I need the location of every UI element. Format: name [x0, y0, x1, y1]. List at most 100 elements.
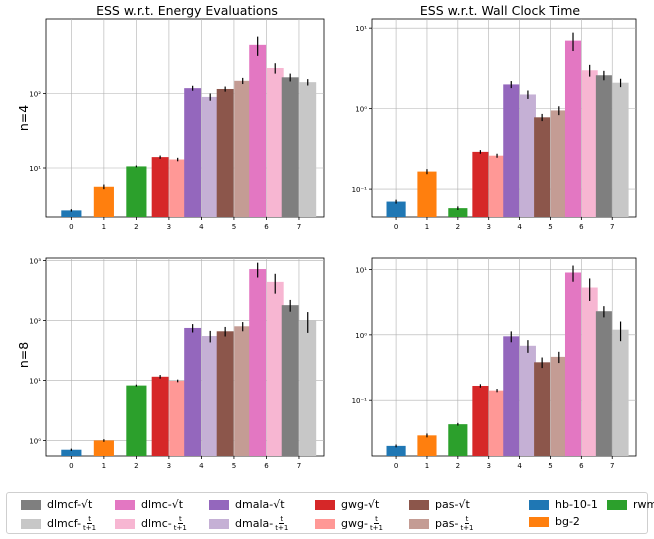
bar-dlmc_frac-6 [581, 70, 598, 218]
bar-dmala_frac-4 [519, 345, 536, 456]
x-tick-label: 2 [134, 462, 138, 470]
legend-item-dmala_sqrt: dmala- √t [209, 498, 285, 511]
chart-panel-2: 10⁰ 10¹ 10² 10³ 0 1 2 3 4 5 6 7 [29, 257, 325, 470]
bar-dmala_frac-4 [201, 96, 219, 217]
row-label-0: n=4 [16, 105, 31, 131]
bar-pas_frac-5 [234, 80, 252, 217]
legend-label: gwg-t t+1 [341, 515, 384, 532]
x-tick-label: 5 [548, 462, 552, 470]
bar-dlmc_frac-6 [581, 287, 598, 456]
bar-dmala_sqrt-4 [184, 88, 202, 217]
bar-dmala_sqrt-4 [503, 84, 520, 217]
y-tick-label: 10⁰ [29, 437, 41, 445]
bar-gwg_sqrt-3 [472, 385, 489, 456]
bar-pas_frac-5 [550, 356, 567, 456]
y-tick-label: 10¹ [355, 25, 367, 33]
legend-swatch [21, 499, 41, 510]
x-tick-label: 7 [297, 223, 301, 231]
bar-rwm-2 [448, 424, 468, 456]
bar-dlmc_sqrt-6 [564, 272, 582, 456]
chart-panel-3: 10⁻¹ 10⁰ 10¹ 0 1 2 3 4 5 6 7 [352, 257, 637, 470]
x-tick-label: 0 [69, 462, 73, 470]
x-tick-label: 4 [517, 462, 522, 470]
bar-dmala_sqrt-4 [503, 336, 520, 456]
bar-dlmc_sqrt-6 [564, 40, 582, 218]
bar-gwg_frac-3 [489, 155, 506, 217]
legend-swatch [21, 518, 41, 529]
x-tick-label: 7 [610, 462, 614, 470]
bar-dlmcf_frac-7 [612, 82, 629, 218]
x-tick-label: 7 [297, 462, 301, 470]
x-tick-label: 0 [69, 223, 73, 231]
y-tick-label: 10⁻¹ [352, 397, 368, 405]
bar-dlmcf_frac-7 [299, 82, 317, 217]
x-tick-label: 6 [264, 462, 269, 470]
bar-dlmcf_frac-7 [612, 329, 629, 456]
bar-gwg_frac-3 [489, 390, 506, 456]
bar-hb-10-1-0 [61, 210, 82, 217]
bar-gwg_sqrt-3 [472, 151, 489, 217]
legend-label: rwm [633, 498, 654, 511]
legend-label: gwg- √t [341, 498, 380, 511]
legend-label: bg-2 [555, 515, 580, 528]
bar-dlmcf_frac-7 [299, 320, 317, 456]
legend-label: dmala- √t [235, 498, 285, 511]
legend-label: dlmc-t t+1 [141, 515, 187, 532]
x-tick-label: 0 [394, 462, 398, 470]
column-title-1: ESS w.r.t. Wall Clock Time [420, 3, 581, 18]
bar-rwm-2 [126, 166, 147, 217]
x-tick-label: 5 [232, 462, 236, 470]
bar-gwg_sqrt-3 [151, 376, 169, 456]
bar-dlmcf_sqrt-7 [595, 311, 612, 456]
legend-swatch [529, 499, 549, 510]
bar-bg-2-1 [417, 171, 437, 217]
legend-label: pas- √t [435, 498, 470, 511]
bar-hb-10-1-0 [386, 201, 406, 217]
legend-swatch [115, 518, 135, 529]
y-tick-label: 10⁰ [355, 332, 367, 340]
legend-item-dlmcf_frac: dlmcf-t t+1 [21, 515, 97, 532]
bar-bg-2-1 [417, 435, 437, 456]
legend: dlmcf- √t dlmc- √t dmala- √t gwg- √t pas- √t hb-10… [6, 492, 654, 534]
bar-gwg_sqrt-3 [151, 157, 169, 217]
bar-dmala_sqrt-4 [184, 327, 202, 456]
bar-pas_frac-5 [550, 110, 567, 217]
bar-dlmc_sqrt-6 [249, 269, 267, 456]
x-tick-label: 2 [456, 223, 460, 231]
bar-dlmcf_sqrt-7 [595, 75, 612, 217]
y-tick-label: 10² [29, 317, 41, 325]
column-title-0: ESS w.r.t. Energy Evaluations [96, 3, 278, 18]
x-tick-label: 6 [264, 223, 269, 231]
x-tick-label: 0 [394, 223, 398, 231]
bar-pas_sqrt-5 [534, 117, 551, 217]
x-tick-label: 2 [456, 462, 460, 470]
x-tick-label: 7 [610, 223, 614, 231]
x-tick-label: 1 [425, 223, 429, 231]
bar-gwg_frac-3 [169, 380, 187, 456]
legend-label: hb-10-1 [555, 498, 598, 511]
x-tick-label: 3 [167, 223, 171, 231]
figure: ESS w.r.t. Energy Evaluations ESS w.r.t.… [16, 3, 637, 470]
chart-panel-0: 10¹ 10² 0 1 2 3 4 5 6 7 [29, 18, 325, 231]
y-tick-label: 10⁻¹ [352, 186, 368, 194]
bar-pas_sqrt-5 [216, 331, 234, 456]
bar-dlmcf_sqrt-7 [281, 77, 299, 217]
y-tick-label: 10² [29, 91, 41, 99]
legend-item-pas_sqrt: pas- √t [409, 498, 470, 511]
y-tick-label: 10¹ [29, 165, 41, 173]
bar-bg-2-1 [93, 440, 114, 456]
bar-dlmc_sqrt-6 [249, 44, 267, 217]
legend-item-dmala_frac: dmala-t t+1 [209, 515, 289, 532]
bar-pas_sqrt-5 [216, 88, 234, 217]
bar-dlmc_frac-6 [266, 281, 284, 456]
legend-swatch [115, 499, 135, 510]
bar-dlmcf_sqrt-7 [281, 305, 299, 456]
row-label-1: n=8 [16, 342, 31, 368]
legend-item-gwg_frac: gwg-t t+1 [315, 515, 384, 532]
x-tick-label: 3 [167, 462, 171, 470]
legend-item-dlmc_frac: dlmc-t t+1 [115, 515, 188, 532]
legend-label: dlmc- √t [141, 498, 184, 511]
legend-item-hb-10-1: hb-10-1 [529, 498, 598, 511]
legend-swatch [409, 499, 429, 510]
legend-item-pas_frac: pas-t t+1 [409, 515, 475, 532]
